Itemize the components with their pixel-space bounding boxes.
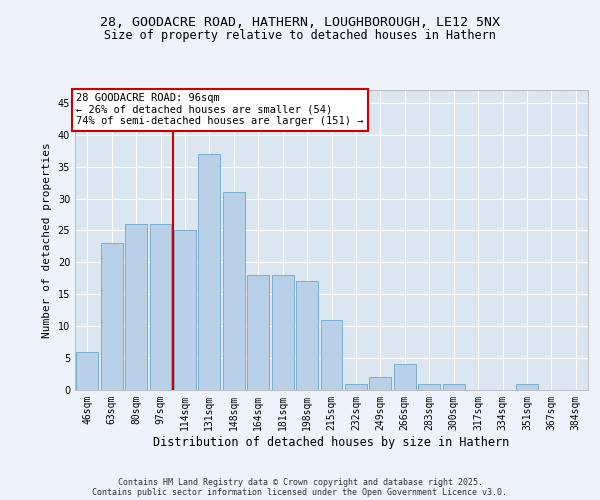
Bar bbox=[443, 384, 464, 390]
Bar bbox=[125, 224, 147, 390]
Bar bbox=[345, 384, 367, 390]
Bar bbox=[223, 192, 245, 390]
Bar bbox=[174, 230, 196, 390]
Text: 28, GOODACRE ROAD, HATHERN, LOUGHBOROUGH, LE12 5NX: 28, GOODACRE ROAD, HATHERN, LOUGHBOROUGH… bbox=[100, 16, 500, 29]
Bar bbox=[149, 224, 172, 390]
Bar bbox=[394, 364, 416, 390]
Bar bbox=[320, 320, 343, 390]
Bar bbox=[199, 154, 220, 390]
Text: 28 GOODACRE ROAD: 96sqm
← 26% of detached houses are smaller (54)
74% of semi-de: 28 GOODACRE ROAD: 96sqm ← 26% of detache… bbox=[76, 93, 364, 126]
Y-axis label: Number of detached properties: Number of detached properties bbox=[42, 142, 52, 338]
Bar bbox=[296, 282, 318, 390]
Text: Contains HM Land Registry data © Crown copyright and database right 2025.
Contai: Contains HM Land Registry data © Crown c… bbox=[92, 478, 508, 497]
Text: Size of property relative to detached houses in Hathern: Size of property relative to detached ho… bbox=[104, 28, 496, 42]
Bar bbox=[516, 384, 538, 390]
Bar bbox=[76, 352, 98, 390]
Bar bbox=[272, 275, 293, 390]
Bar bbox=[101, 243, 122, 390]
Bar bbox=[247, 275, 269, 390]
X-axis label: Distribution of detached houses by size in Hathern: Distribution of detached houses by size … bbox=[154, 436, 509, 448]
Bar bbox=[418, 384, 440, 390]
Bar bbox=[370, 377, 391, 390]
